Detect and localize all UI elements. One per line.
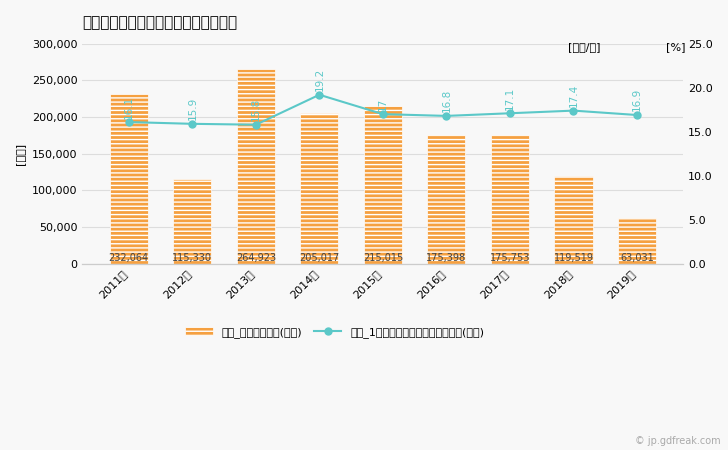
Text: 木造建築物の工事費予定額合計の推移: 木造建築物の工事費予定額合計の推移: [82, 15, 237, 30]
Y-axis label: [万円]: [万円]: [15, 143, 25, 165]
Bar: [237, 69, 275, 264]
Bar: [427, 135, 465, 264]
Text: 16.1: 16.1: [124, 95, 134, 118]
Text: 232,064: 232,064: [108, 253, 149, 263]
Bar: [301, 113, 339, 264]
Bar: [110, 94, 148, 264]
Text: 16.8: 16.8: [441, 89, 451, 112]
Text: 175,753: 175,753: [490, 253, 530, 263]
Text: 16.9: 16.9: [632, 88, 642, 112]
Text: © jp.gdfreak.com: © jp.gdfreak.com: [635, 436, 721, 446]
Bar: [364, 106, 402, 264]
Text: [%]: [%]: [666, 42, 686, 52]
Bar: [173, 179, 211, 264]
Text: 19.2: 19.2: [314, 68, 325, 91]
Text: 15.9: 15.9: [187, 97, 197, 120]
Legend: 木造_工事費予定額(左軸), 木造_1平米当たり平均工事費予定額(右軸): 木造_工事費予定額(左軸), 木造_1平米当たり平均工事費予定額(右軸): [181, 322, 488, 342]
Text: [万円/㎡]: [万円/㎡]: [568, 42, 601, 52]
Text: 175,398: 175,398: [427, 253, 467, 263]
Text: 17.1: 17.1: [505, 86, 515, 110]
Text: 264,923: 264,923: [236, 253, 276, 263]
Bar: [491, 135, 529, 264]
Text: 15.8: 15.8: [251, 98, 261, 121]
Text: 17: 17: [378, 97, 388, 111]
Bar: [618, 218, 656, 264]
Text: 63,031: 63,031: [620, 253, 654, 263]
Text: 215,015: 215,015: [363, 253, 403, 263]
Text: 205,017: 205,017: [299, 253, 339, 263]
Text: 119,519: 119,519: [553, 253, 593, 263]
Text: 115,330: 115,330: [173, 253, 213, 263]
Text: 17.4: 17.4: [569, 84, 579, 107]
Bar: [555, 176, 593, 264]
